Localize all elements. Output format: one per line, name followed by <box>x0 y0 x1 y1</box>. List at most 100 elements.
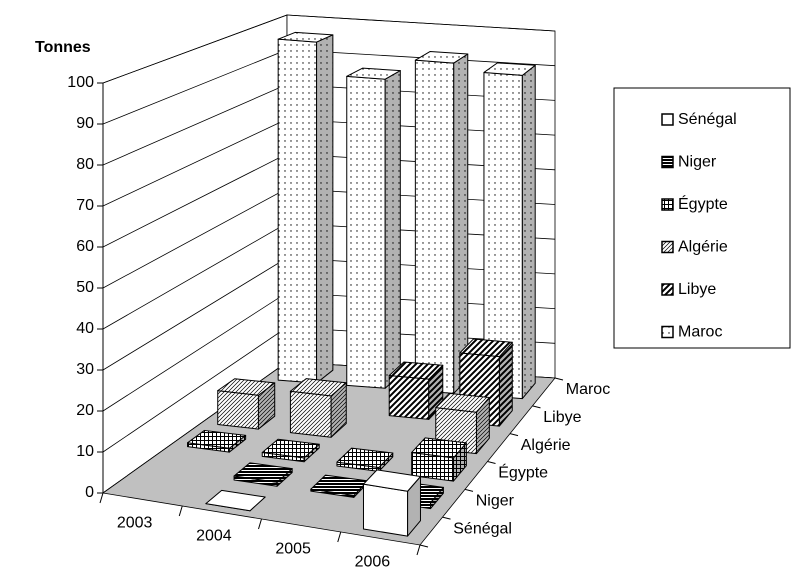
y-tick-label: 10 <box>76 443 94 460</box>
z-tick <box>487 461 496 464</box>
bar-side-shade <box>304 444 320 462</box>
z-tick <box>509 433 519 437</box>
bar-side-shade <box>378 453 393 472</box>
z-tick-label: Sénégal <box>453 520 512 537</box>
bar <box>205 489 266 512</box>
x-tick <box>416 544 421 556</box>
y-tick-label: 30 <box>76 361 94 378</box>
bar-side-shade <box>331 382 347 438</box>
axis-title: Tonnes <box>35 39 91 56</box>
bar-top <box>435 392 490 413</box>
bar-side-shade <box>258 382 275 430</box>
bar-top <box>483 62 536 76</box>
y-tick-label: 70 <box>76 197 94 214</box>
y-tick-label: 60 <box>76 238 94 255</box>
legend-label: Libye <box>678 281 716 298</box>
bar-front <box>414 59 455 394</box>
bar-side-shade <box>453 442 467 482</box>
legend-swatch <box>661 325 674 339</box>
bar-top <box>336 447 394 469</box>
x-tick <box>178 505 183 517</box>
z-tick <box>532 405 541 409</box>
y-tick-label: 20 <box>76 402 94 419</box>
legend-label: Sénégal <box>678 111 737 128</box>
y-tick-label: 90 <box>76 115 94 132</box>
x-tick <box>99 492 104 504</box>
z-tick-label: Libye <box>543 409 581 426</box>
x-tick-label: 2003 <box>117 515 153 532</box>
z-tick-label: Algérie <box>521 437 571 454</box>
bar-side-shade <box>316 34 333 384</box>
legend-label: Niger <box>678 154 717 171</box>
bar-top <box>217 378 276 396</box>
bar <box>233 462 293 487</box>
bar-front <box>289 390 332 438</box>
legend-label: Algérie <box>678 239 728 256</box>
bar-side-shade <box>499 342 513 427</box>
bar <box>346 67 401 389</box>
bar-top <box>388 361 444 380</box>
legend-swatch <box>661 113 674 126</box>
bar <box>289 378 347 438</box>
x-tick <box>337 531 342 543</box>
bar-side-shade <box>476 397 490 454</box>
z-tick <box>464 488 474 492</box>
bar-side-shade <box>385 70 401 389</box>
z-tick <box>442 516 451 520</box>
x-tick-label: 2006 <box>355 554 391 571</box>
bar-front <box>388 374 430 420</box>
z-tick <box>419 544 429 548</box>
bar-top <box>205 489 266 512</box>
bar <box>336 447 394 472</box>
grid-line <box>102 14 556 84</box>
z-tick-label: Niger <box>476 492 515 509</box>
bar-top <box>289 378 347 397</box>
bar <box>310 474 369 498</box>
legend-swatch <box>661 155 674 169</box>
legend-box <box>613 87 791 349</box>
bar-side-shade <box>430 487 444 509</box>
bar-top <box>414 51 469 64</box>
bar-front <box>217 390 259 430</box>
bar <box>411 437 467 482</box>
bar-side-shade <box>453 53 468 394</box>
z-tick <box>554 377 564 381</box>
bar-side-shade <box>407 476 421 537</box>
legend-label: Égypte <box>678 194 728 213</box>
bar-side-shade <box>229 435 246 453</box>
y-tick-label: 0 <box>85 484 94 501</box>
legend-swatch <box>661 240 674 254</box>
x-tick-label: 2004 <box>196 528 232 545</box>
bar-top <box>187 429 247 449</box>
bar <box>217 378 276 430</box>
bar-top <box>233 462 293 483</box>
bar-side-shade <box>277 468 293 487</box>
bar <box>277 31 334 384</box>
bar <box>261 438 320 463</box>
x-tick-label: 2005 <box>275 541 311 558</box>
bar <box>362 469 421 537</box>
y-tick-label: 40 <box>76 320 94 337</box>
y-tick-label: 80 <box>76 156 94 173</box>
bar <box>187 429 247 453</box>
bar <box>388 361 444 420</box>
bar <box>414 51 469 394</box>
y-tick-label: 100 <box>67 74 94 91</box>
bar-top <box>277 31 334 43</box>
bar-top <box>459 338 513 358</box>
bar-front <box>362 483 409 537</box>
z-tick-label: Égypte <box>498 463 548 482</box>
z-tick-label: Maroc <box>566 381 610 398</box>
legend-swatch <box>661 198 674 211</box>
bar-top <box>411 437 467 459</box>
bar-top <box>261 438 320 459</box>
legend-label: Maroc <box>678 324 722 341</box>
x-tick <box>258 518 262 530</box>
bar-top <box>346 67 401 80</box>
bar-front <box>277 38 318 384</box>
bar <box>483 62 536 400</box>
bar-top <box>362 469 421 492</box>
bar-front <box>346 75 386 389</box>
bar-side-shade <box>522 65 536 399</box>
